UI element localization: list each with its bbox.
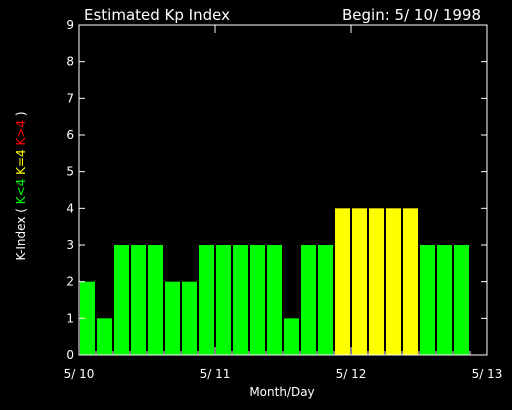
kp-bar bbox=[352, 208, 367, 355]
y-tick-label: 7 bbox=[66, 91, 74, 105]
kp-bar bbox=[386, 208, 401, 355]
y-tick-label: 6 bbox=[66, 128, 74, 142]
y-tick-label: 0 bbox=[66, 348, 74, 362]
kp-bar bbox=[199, 245, 214, 355]
kp-bar bbox=[403, 208, 418, 355]
y-tick-label: 5 bbox=[66, 165, 74, 179]
kp-bar bbox=[267, 245, 282, 355]
kp-bar bbox=[420, 245, 435, 355]
y-axis-label-part: ( bbox=[14, 208, 28, 217]
y-axis-label-part: K>4 bbox=[14, 120, 28, 149]
x-tick-label: 5/ 12 bbox=[336, 367, 367, 381]
y-axis-label-part: K<4 bbox=[14, 179, 28, 208]
kp-bar bbox=[335, 208, 350, 355]
x-tick-label: 5/ 10 bbox=[64, 367, 95, 381]
kp-bar bbox=[250, 245, 265, 355]
kp-bar bbox=[301, 245, 316, 355]
y-axis-label-part: K-Index bbox=[14, 217, 28, 261]
y-tick-label: 1 bbox=[66, 311, 74, 325]
kp-bar bbox=[165, 281, 180, 355]
kp-bar bbox=[80, 281, 95, 355]
begin-date: Begin: 5/ 10/ 1998 bbox=[342, 6, 481, 24]
x-tick-label: 5/ 11 bbox=[200, 367, 231, 381]
kp-bar bbox=[437, 245, 452, 355]
kp-bar bbox=[131, 245, 146, 355]
kp-bar bbox=[369, 208, 384, 355]
y-axis-label: K-Index ( K<4 K=4 K>4 ) bbox=[14, 111, 28, 260]
axes: 0 1 2 3 4 5 6 7 8 9 5/ 10 5/ 11 5/ 12 5/ 13 bbox=[64, 18, 503, 381]
kp-bar bbox=[182, 281, 197, 355]
y-tick-label: 9 bbox=[66, 18, 74, 32]
y-tick-label: 3 bbox=[66, 238, 74, 252]
y-tick-label: 8 bbox=[66, 55, 74, 69]
kp-bar bbox=[148, 245, 163, 355]
bars bbox=[80, 208, 469, 355]
y-tick-label: 2 bbox=[66, 275, 74, 289]
kp-bar bbox=[318, 245, 333, 355]
kp-bar bbox=[97, 318, 112, 355]
x-axis-label: Month/Day bbox=[249, 385, 314, 399]
kp-bar bbox=[114, 245, 129, 355]
kp-bar bbox=[233, 245, 248, 355]
kp-bar bbox=[454, 245, 469, 355]
y-axis-label-part: K=4 bbox=[14, 149, 28, 178]
x-tick-label: 5/ 13 bbox=[472, 367, 503, 381]
y-axis-label-text: K-Index ( K<4 K=4 K>4 ) bbox=[14, 111, 28, 260]
kp-bar bbox=[216, 245, 231, 355]
y-axis-label-part: ) bbox=[14, 111, 28, 120]
y-tick-label: 4 bbox=[66, 201, 74, 215]
kp-bar bbox=[284, 318, 299, 355]
chart-title: Estimated Kp Index bbox=[84, 6, 230, 24]
